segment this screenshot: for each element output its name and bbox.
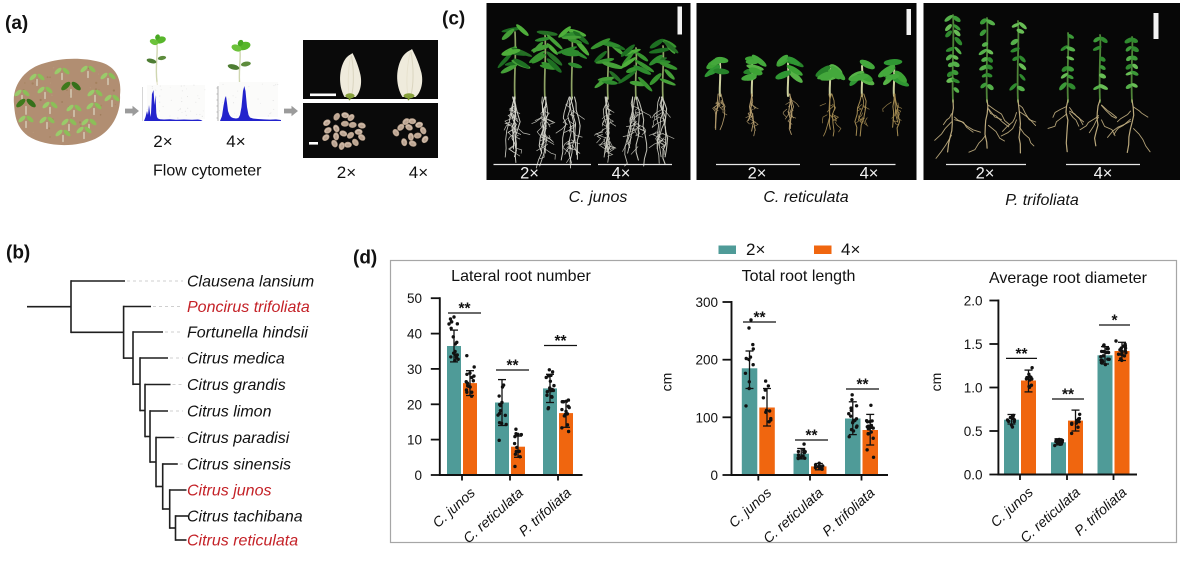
svg-text:2×: 2× — [153, 132, 172, 151]
svg-text:Citrus paradisi: Citrus paradisi — [187, 430, 290, 447]
svg-text:Citrus tachibana: Citrus tachibana — [187, 509, 303, 526]
svg-text:**: ** — [554, 333, 567, 350]
svg-text:2×: 2× — [976, 165, 995, 183]
svg-text:4×: 4× — [860, 165, 879, 183]
svg-text:Citrus grandis: Citrus grandis — [187, 377, 286, 394]
svg-text:4×: 4× — [409, 163, 428, 182]
svg-text:100: 100 — [695, 410, 718, 425]
svg-text:2.0: 2.0 — [964, 294, 983, 309]
svg-text:**: ** — [506, 358, 519, 375]
svg-text:P. trifoliata: P. trifoliata — [819, 484, 878, 539]
svg-text:1.5: 1.5 — [964, 337, 983, 352]
svg-text:Citrus reticulata: Citrus reticulata — [187, 533, 298, 550]
svg-text:cm: cm — [659, 373, 675, 392]
svg-text:2×: 2× — [746, 240, 765, 259]
svg-text:0.0: 0.0 — [964, 468, 983, 483]
svg-text:4×: 4× — [1094, 165, 1113, 183]
svg-text:4×: 4× — [612, 165, 631, 183]
svg-text:(b): (b) — [6, 243, 30, 264]
svg-text:(c): (c) — [442, 9, 465, 30]
svg-text:30: 30 — [407, 362, 422, 377]
svg-text:Total root length: Total root length — [742, 268, 856, 285]
svg-text:300: 300 — [695, 295, 718, 310]
svg-text:2×: 2× — [520, 165, 539, 183]
svg-text:2×: 2× — [748, 165, 767, 183]
svg-text:200: 200 — [695, 353, 718, 368]
svg-text:Citrus limon: Citrus limon — [187, 404, 272, 421]
svg-text:50: 50 — [407, 291, 422, 306]
svg-text:20: 20 — [407, 397, 422, 412]
svg-text:**: ** — [458, 301, 471, 318]
svg-text:C. junos: C. junos — [569, 189, 628, 206]
svg-text:*: * — [1111, 313, 1118, 330]
svg-text:**: ** — [856, 377, 869, 394]
svg-text:Citrus junos: Citrus junos — [187, 483, 271, 500]
svg-text:Lateral root number: Lateral root number — [451, 268, 591, 285]
svg-text:(d): (d) — [353, 248, 377, 269]
svg-text:Flow cytometer: Flow cytometer — [153, 163, 262, 180]
svg-text:1.0: 1.0 — [964, 381, 983, 396]
svg-text:0: 0 — [710, 468, 718, 483]
svg-text:10: 10 — [407, 433, 422, 448]
svg-text:Citrus sinensis: Citrus sinensis — [187, 457, 291, 474]
svg-text:**: ** — [1062, 387, 1075, 404]
svg-text:40: 40 — [407, 327, 422, 342]
svg-text:Clausena lansium: Clausena lansium — [187, 274, 314, 291]
svg-text:C. junos: C. junos — [725, 484, 774, 530]
svg-text:4×: 4× — [841, 240, 860, 259]
svg-text:0.5: 0.5 — [964, 424, 983, 439]
svg-text:Citrus medica: Citrus medica — [187, 351, 285, 368]
svg-text:Poncirus trifoliata: Poncirus trifoliata — [187, 299, 310, 316]
svg-text:**: ** — [753, 310, 766, 327]
svg-text:**: ** — [1015, 346, 1028, 363]
svg-text:P. trifoliata: P. trifoliata — [515, 484, 574, 539]
svg-text:cm: cm — [928, 373, 944, 392]
svg-text:0: 0 — [414, 468, 422, 483]
svg-text:2×: 2× — [337, 163, 356, 182]
svg-text:P. trifoliata: P. trifoliata — [1071, 484, 1130, 539]
svg-text:Average root diameter: Average root diameter — [989, 270, 1148, 287]
svg-text:P. trifoliata: P. trifoliata — [1005, 192, 1079, 209]
svg-text:C. reticulata: C. reticulata — [763, 189, 848, 206]
svg-text:**: ** — [805, 428, 818, 445]
svg-text:4×: 4× — [226, 132, 245, 151]
svg-text:Fortunella hindsii: Fortunella hindsii — [187, 325, 308, 342]
svg-text:(a): (a) — [5, 13, 28, 34]
